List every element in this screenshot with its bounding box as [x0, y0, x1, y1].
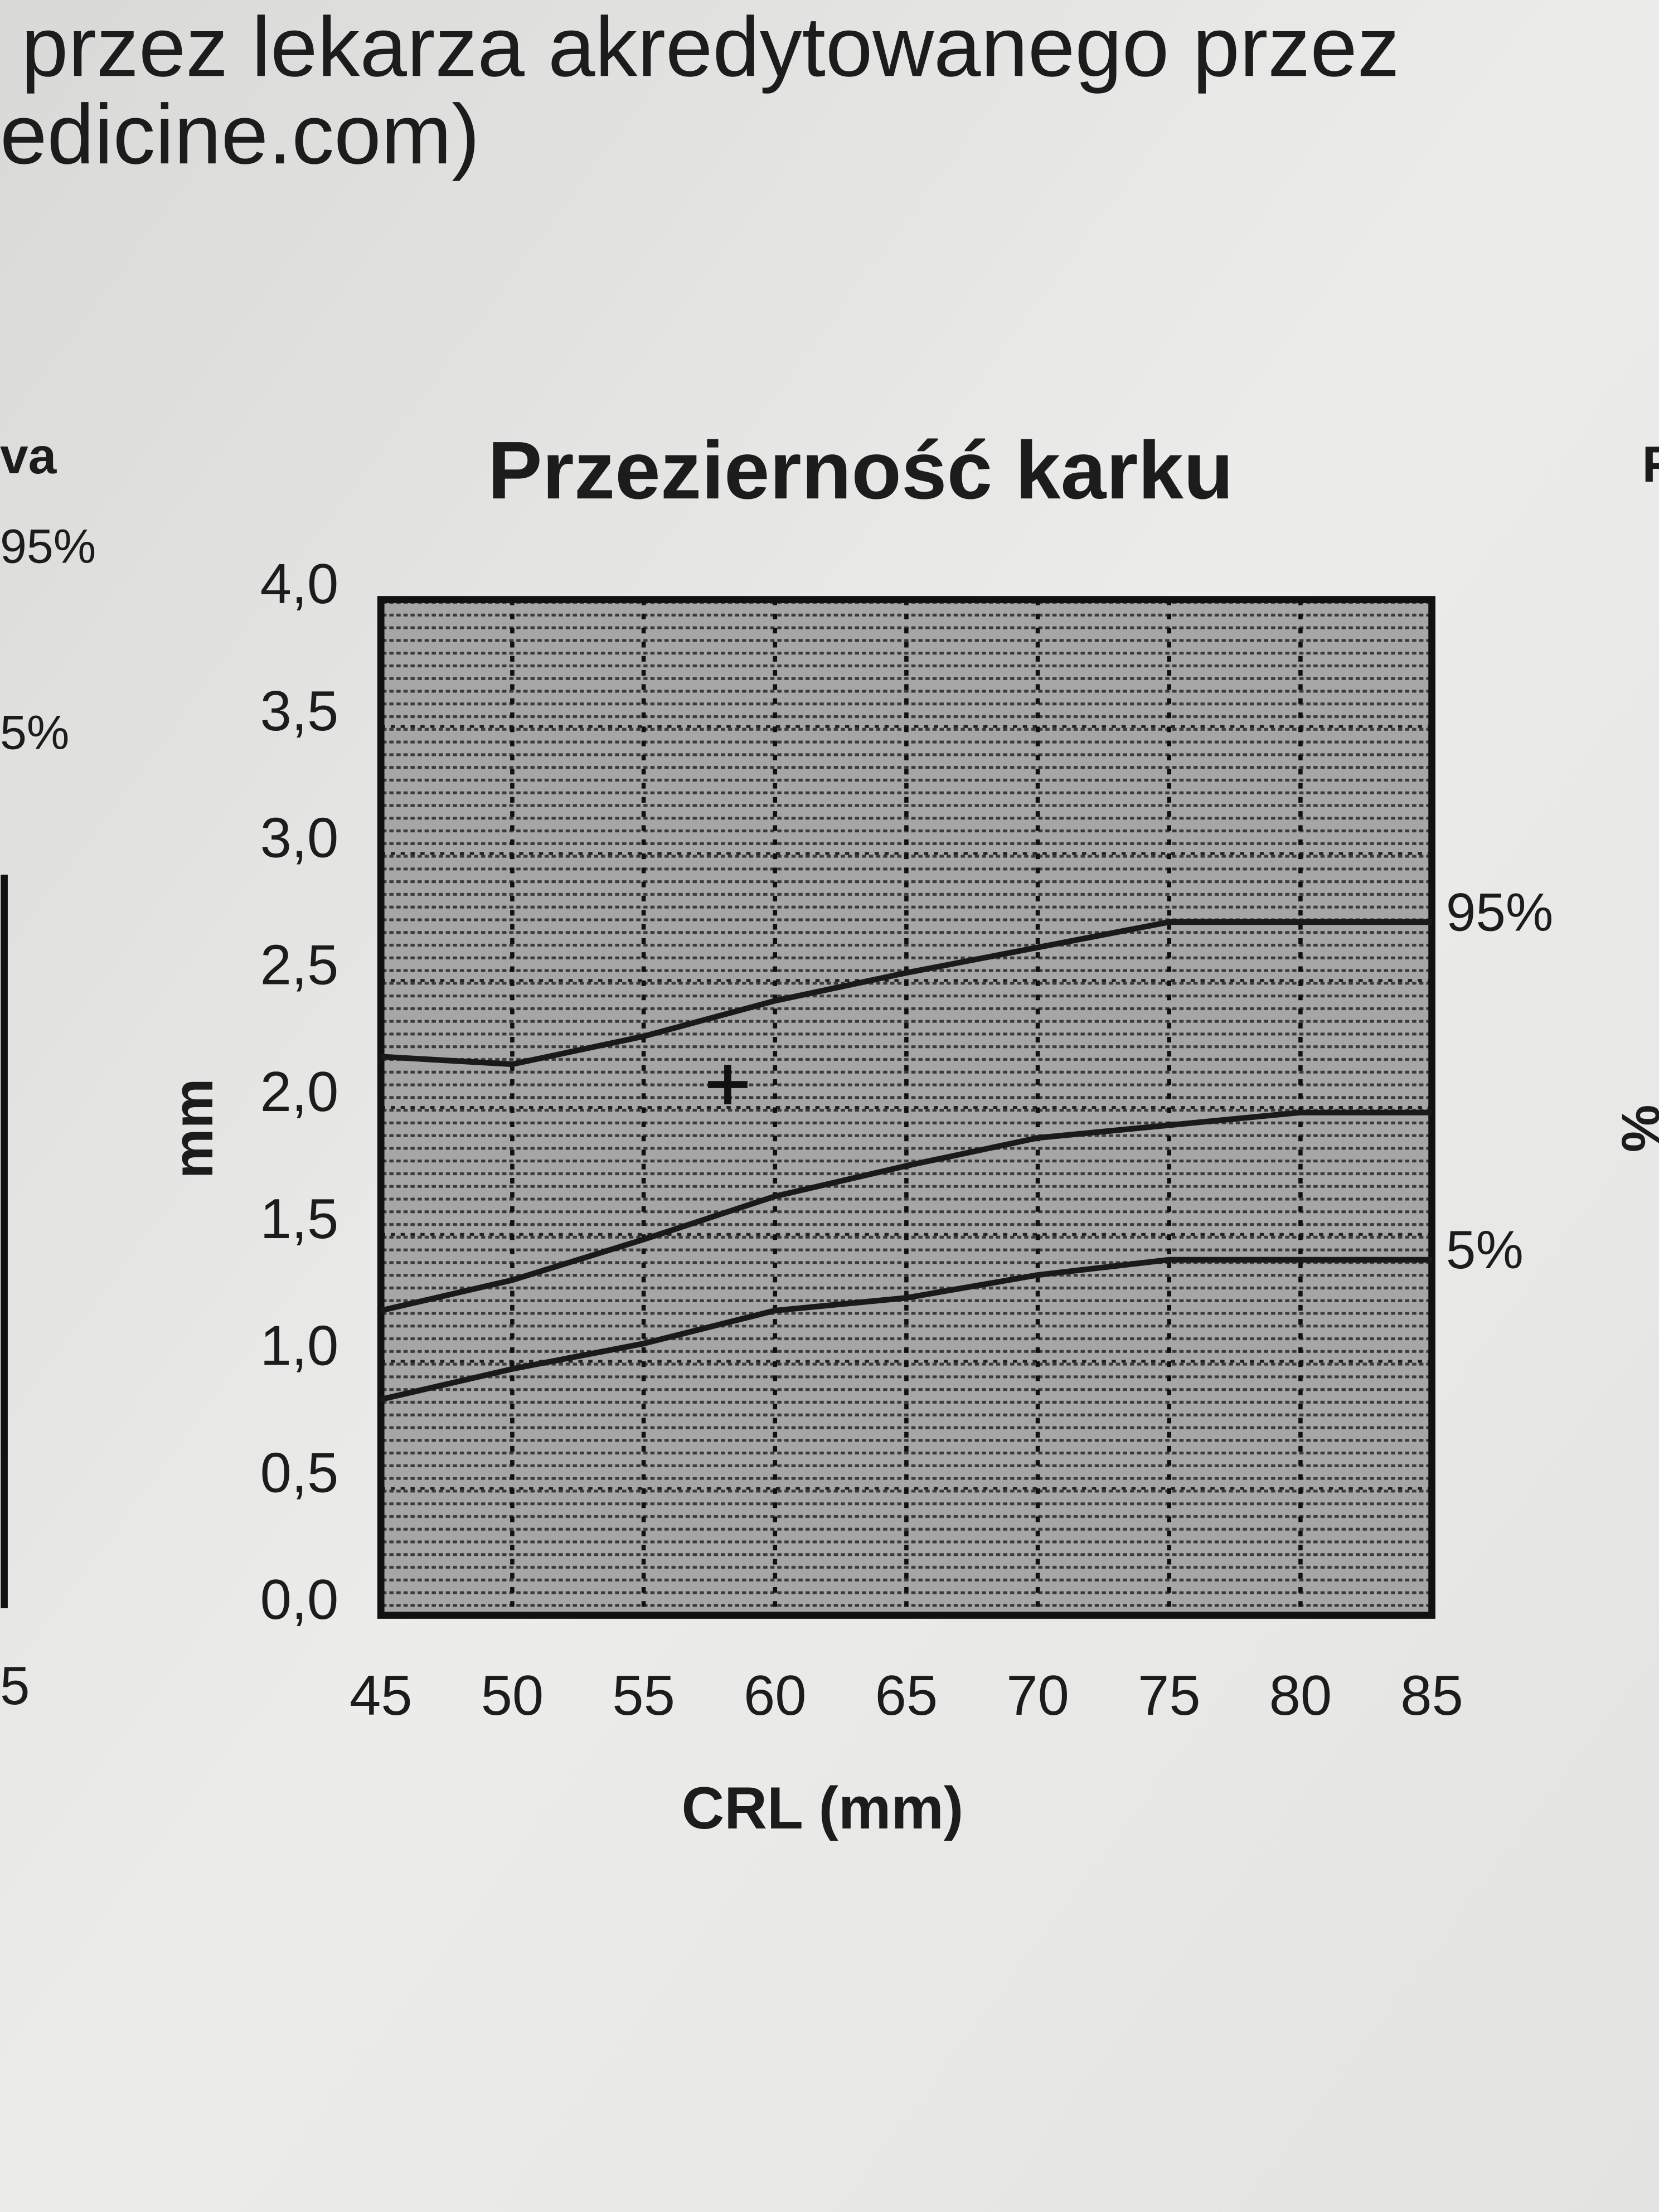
x-tick-label: 60 — [744, 1664, 807, 1727]
header-line: przez lekarza akredytowanego przez — [21, 0, 1400, 94]
margin-text: 5 — [0, 1656, 30, 1716]
x-tick-label: 55 — [612, 1664, 675, 1727]
header-line: edicine.com) — [0, 88, 480, 182]
margin-text: 5% — [0, 706, 69, 760]
x-axis-title: CRL (mm) — [681, 1775, 963, 1841]
line-label: 95% — [1446, 882, 1553, 942]
x-tick-label: 75 — [1138, 1664, 1201, 1727]
line-label: 5% — [1446, 1220, 1524, 1280]
series-line — [380, 1109, 1432, 1313]
x-tick-label: 50 — [481, 1664, 544, 1727]
margin-text: % — [1611, 1105, 1659, 1153]
chart-title: Przezierność karku — [488, 425, 1234, 516]
margin-text: F — [1642, 436, 1659, 493]
x-tick-label: 45 — [350, 1664, 413, 1727]
y-tick-label: 3,5 — [260, 680, 339, 743]
margin-text: va — [0, 428, 57, 484]
x-tick-label: 70 — [1006, 1664, 1069, 1727]
y-tick-label: 2,5 — [260, 933, 339, 996]
y-tick-label: 1,0 — [260, 1314, 339, 1377]
series-line — [380, 1257, 1432, 1403]
y-axis-title: mm — [162, 1078, 225, 1178]
series-line — [380, 919, 1432, 1068]
y-tick-label: 1,5 — [260, 1187, 339, 1250]
y-tick-label: 3,0 — [260, 807, 339, 870]
y-tick-label: 4,0 — [260, 552, 339, 615]
y-tick-label: 2,0 — [260, 1060, 339, 1123]
margin-text: 95% — [0, 520, 96, 574]
x-tick-label: 65 — [875, 1664, 938, 1727]
y-tick-label: 0,0 — [260, 1568, 339, 1631]
plot-frame — [377, 596, 1435, 1619]
x-tick-label: 80 — [1269, 1664, 1332, 1727]
point-marker — [707, 1065, 748, 1104]
y-tick-label: 0,5 — [260, 1441, 339, 1504]
x-tick-label: 85 — [1400, 1664, 1463, 1727]
